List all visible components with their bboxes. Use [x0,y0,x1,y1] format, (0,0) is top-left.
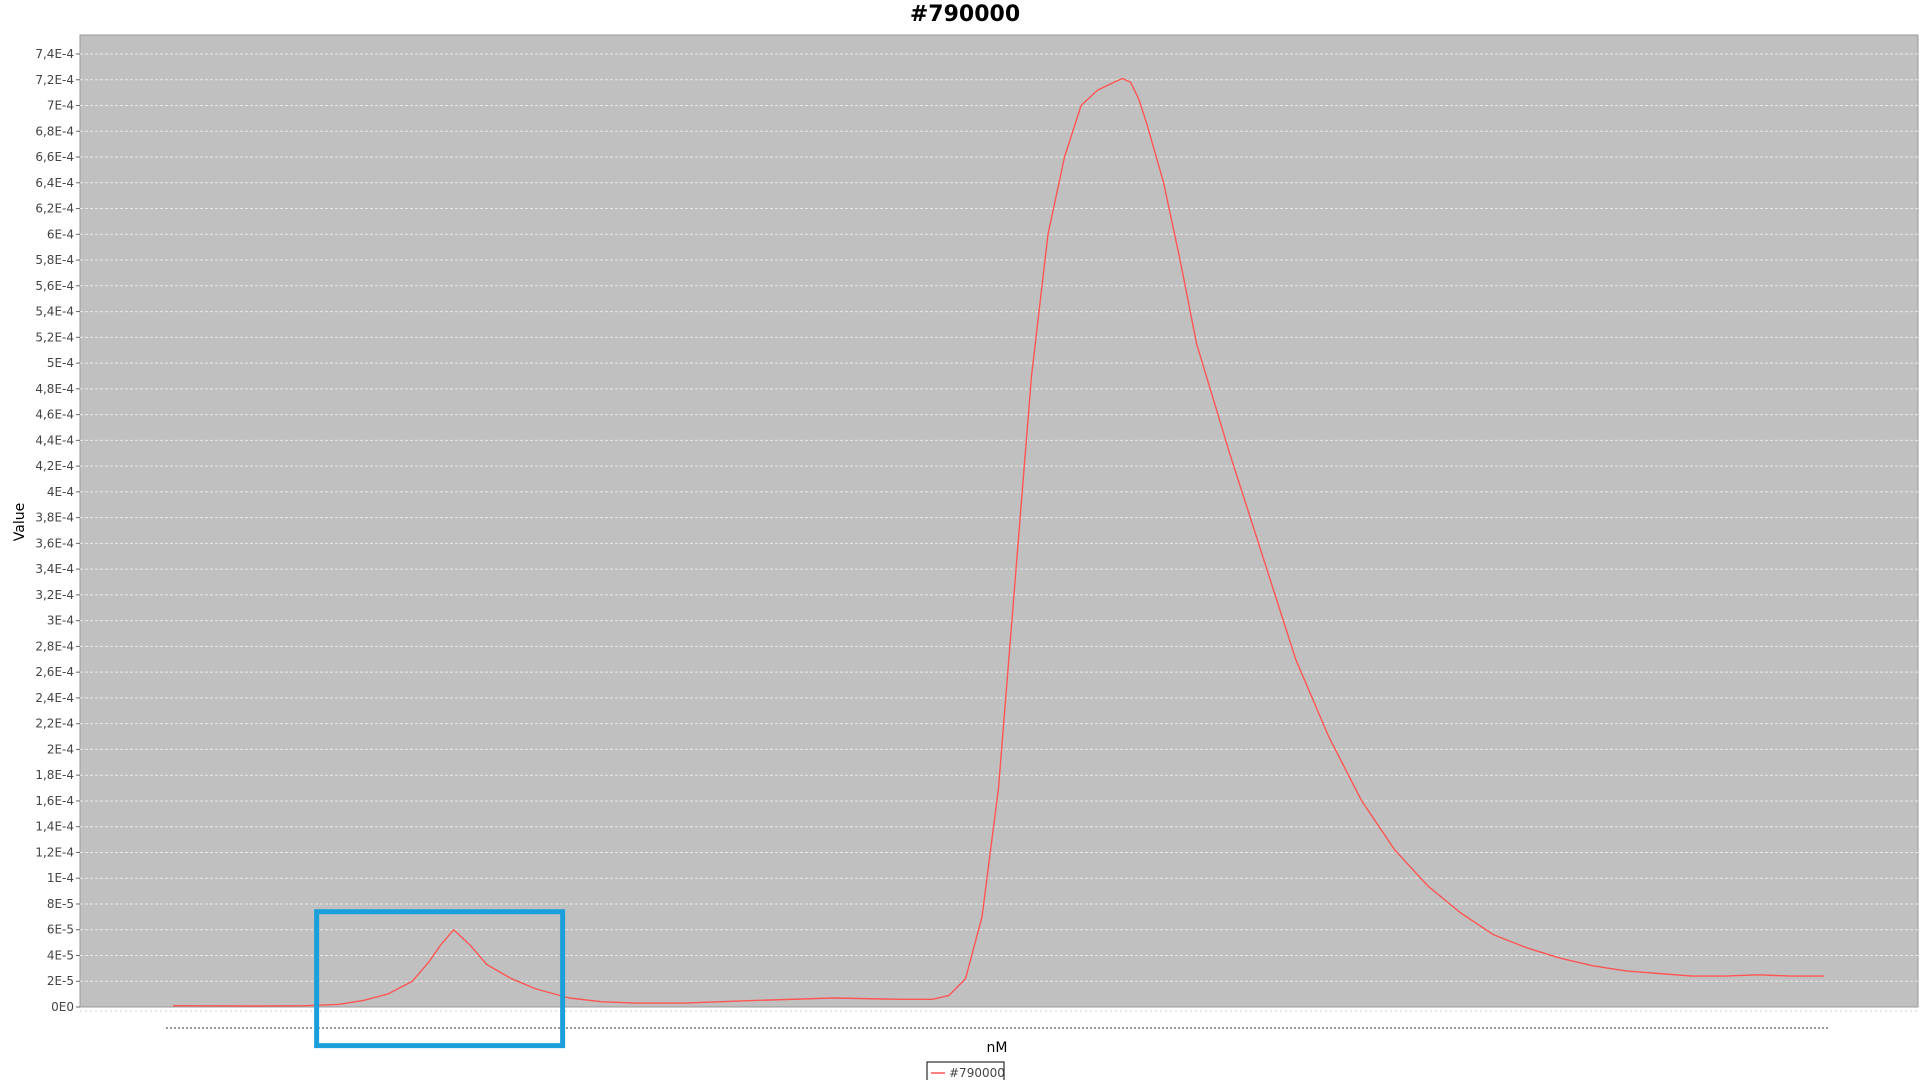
y-tick-label: 1,2E-4 [35,845,74,859]
y-tick-label: 5,6E-4 [35,279,74,293]
y-axis: 0E0 2E-5 4E-5 6E-5 8E-5 1E-4 1,2E-4 1,4E-4 1,6E-… [35,47,80,1014]
x-axis [80,1010,1918,1029]
y-tick-label: 2E-5 [47,974,74,988]
y-tick-label: 2,2E-4 [35,717,74,731]
y-tick-label: 1,8E-4 [35,768,74,782]
y-tick-label: 5E-4 [47,356,74,370]
y-tick-label: 7,2E-4 [35,73,74,87]
y-tick-label: 4,6E-4 [35,408,74,422]
chart-title: #790000 [910,2,1020,27]
y-tick-label: 2,4E-4 [35,691,74,705]
y-tick-label: 2E-4 [47,742,74,756]
gridlines [80,53,1918,982]
y-tick-label: 1,6E-4 [35,794,74,808]
series-line [172,77,1824,1007]
annotation-layer [314,909,566,1049]
y-tick-label: 4,4E-4 [35,433,74,447]
y-tick-label: 5,2E-4 [35,330,74,344]
y-tick-label: 4,2E-4 [35,459,74,473]
y-tick-label: 7E-4 [47,99,74,113]
series-layer [172,77,1824,1007]
y-tick-label: 6,4E-4 [35,176,74,190]
y-tick-label: 4,8E-4 [35,382,74,396]
y-tick-label: 6E-5 [47,923,74,937]
y-tick-label: 6E-4 [47,227,74,241]
y-tick-label: 3,2E-4 [35,588,74,602]
y-tick-label: 2,8E-4 [35,639,74,653]
y-tick-label: 7,4E-4 [35,47,74,61]
y-tick-label: 3,8E-4 [35,511,74,525]
y-tick-label: 5,8E-4 [35,253,74,267]
y-tick-label: 3E-4 [47,614,74,628]
plot-area [79,34,1919,1008]
legend-box [926,1061,1005,1080]
y-tick-label: 3,6E-4 [35,536,74,550]
y-tick-label: 6,2E-4 [35,202,74,216]
y-tick-label: 8E-5 [47,897,74,911]
y-tick-label: 2,6E-4 [35,665,74,679]
y-tick-label: 3,4E-4 [35,562,74,576]
y-tick-label: 1E-4 [47,871,74,885]
y-tick-label: 0E0 [51,1000,74,1014]
y-tick-label: 1,4E-4 [35,820,74,834]
y-tick-label: 6,8E-4 [35,124,74,138]
x-axis-label: nM [987,1040,1008,1056]
y-axis-label: Value [12,503,28,541]
legend-label: #790000 [949,1066,1005,1080]
highlight-box [314,909,566,1049]
y-tick-label: 5,4E-4 [35,305,74,319]
y-tick-label: 4E-5 [47,948,74,962]
legend: #790000 [926,1061,1005,1080]
y-tick-label: 4E-4 [47,485,74,499]
y-tick-label: 6,6E-4 [35,150,74,164]
